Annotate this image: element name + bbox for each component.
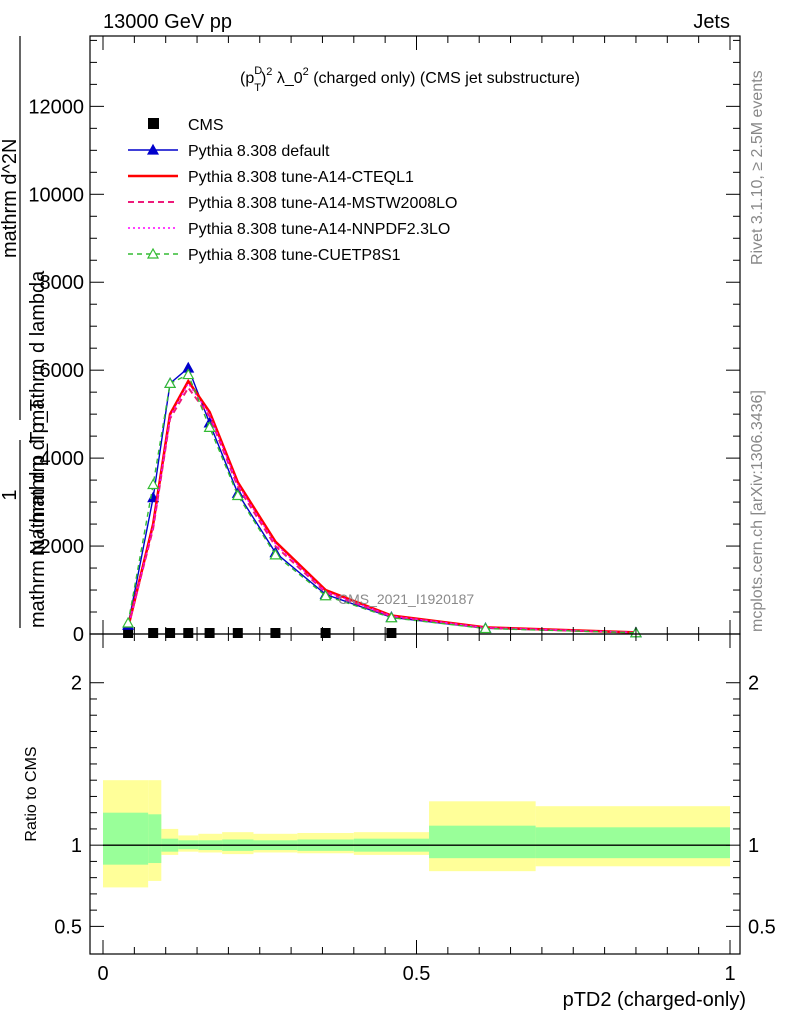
y-tick-label: 10000 [28,184,84,206]
cms-data-point [148,628,159,638]
analysis-watermark: CMS_2021_I1920187 [338,591,474,607]
series-marker [385,611,398,623]
series-marker [231,489,244,501]
legend-item: Pythia 8.308 tune-A14-CTEQL1 [128,169,414,186]
series-line [127,385,636,634]
x-axis-label: pTD2 (charged-only) [563,989,746,1011]
legend-symbol [148,118,159,129]
cms-data-point [204,628,215,638]
y-tick-label: 12000 [28,96,84,118]
ratio-axes: 0.5 0.5 1 1 2 2 0 0.5 1 [54,634,776,985]
main-y-axis: 0 2000 4000 6000 8000 10000 12000 [28,36,740,646]
series-marker [479,622,492,634]
ratio-y-tick-label-right: 2 [748,673,759,695]
x-tick-label: 1 [724,963,735,985]
legend-label: Pythia 8.308 tune-A14-MSTW2008LO [188,195,457,212]
ratio-panel [103,780,730,888]
series-marker [147,478,160,490]
ratio-y-tick-label: 0.5 [54,916,82,938]
x-tick-label: 0 [97,963,108,985]
series-marker [203,421,216,432]
legend-label: Pythia 8.308 tune-A14-CTEQL1 [188,169,414,186]
ratio-y-tick-label-right: 1 [748,835,759,857]
cms-data-point [183,628,194,638]
y-tick-label: 0 [73,624,84,646]
cms-data-point [123,628,134,638]
cms-data-point [386,628,397,638]
header-right: Jets [693,11,730,33]
series-3 [127,385,636,634]
legend-item: Pythia 8.308 tune-A14-NNPDF2.3LO [128,221,450,238]
cms-data-point [232,628,243,638]
y-tick-label: 2000 [40,536,85,558]
series-line [127,382,636,634]
rivet-version-label: Rivet 3.1.10, ≥ 2.5M events [749,70,766,265]
ratio-y-tick-label-right: 0.5 [748,916,776,938]
legend: CMS Pythia 8.308 default Pythia 8.308 tune… [128,117,457,264]
mcplots-label: mcplots.cern.ch [arXiv:1306.3436] [749,390,766,632]
ratio-y-label: Ratio to CMS [23,746,40,841]
y-label-den-2: mathrm d p_T mathrm d lambda [27,270,49,556]
ratio-frame [89,633,741,955]
header-left: 13000 GeV pp [103,11,232,33]
chart-title: (pD T)2 λ_02 (charged only) (CMS jet subs… [240,65,580,94]
series-0 [123,628,397,638]
legend-item: Pythia 8.308 tune-A14-MSTW2008LO [128,195,457,212]
series-marker [319,589,332,601]
legend-marker [146,247,160,259]
legend-label: Pythia 8.308 default [188,143,330,160]
series-marker [269,548,282,560]
ratio-inner-band [103,812,149,865]
x-tick-label: 0.5 [403,963,431,985]
ratio-inner-band [148,814,162,864]
legend-item: Pythia 8.308 tune-CUETP8S1 [128,247,401,264]
legend-label: Pythia 8.308 tune-A14-NNPDF2.3LO [188,221,450,238]
legend-label: Pythia 8.308 tune-CUETP8S1 [188,247,401,264]
cms-data-point [320,628,331,638]
y-tick-label: 4000 [40,448,85,470]
main-series-layer [122,361,642,638]
legend-label: CMS [188,117,224,134]
y-label-den-1: mathrm N / mathrm d p_T [27,399,49,628]
cms-data-point [270,628,281,638]
ratio-y-tick-label: 2 [71,673,82,695]
series-5 [122,368,642,638]
main-y-label: 1 mathrm N / mathrm d p_T mathrm d^2N ma… [0,36,49,628]
legend-marker [146,143,160,155]
series-line [127,373,636,634]
series-4 [127,382,636,634]
ratio-inner-band [535,827,730,859]
series-marker [182,368,195,380]
y-tick-label: 8000 [40,272,85,294]
ratio-y-tick-label: 1 [71,835,82,857]
series-marker [164,377,177,388]
ratio-inner-band [429,825,536,859]
series-marker [122,616,135,628]
y-label-num-2: mathrm d^2N [0,139,21,258]
y-label-num-1: 1 [0,489,21,500]
y-tick-label: 6000 [40,360,85,382]
legend-item: CMS [148,117,224,134]
legend-item: Pythia 8.308 default [128,143,330,160]
cms-data-point [165,628,176,638]
